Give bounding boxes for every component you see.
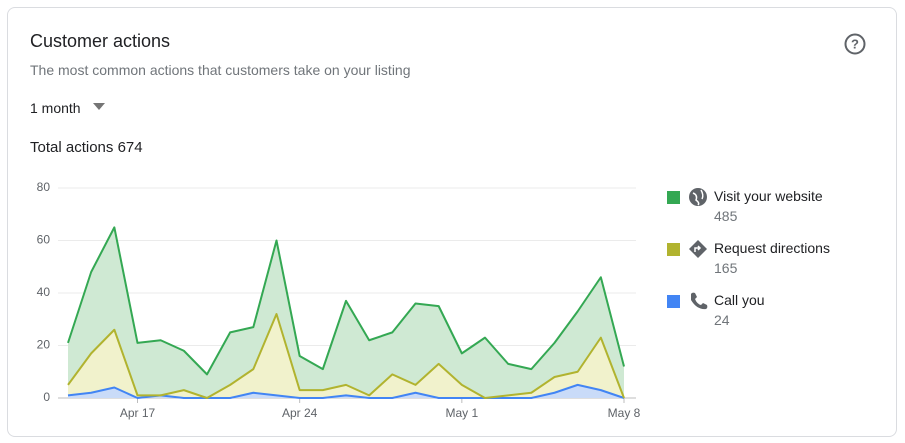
legend-total: 485: [714, 208, 738, 224]
card: [7, 7, 897, 437]
help-icon[interactable]: ?: [844, 33, 866, 55]
area: [68, 314, 624, 398]
line: [67, 313, 625, 399]
y-tick-label: 60: [37, 233, 51, 247]
x-tick-label: May 1: [445, 406, 478, 420]
svg-text:?: ?: [851, 36, 859, 51]
area: [68, 227, 624, 398]
legend-swatch: [667, 243, 680, 256]
legend-item: [667, 188, 707, 206]
line: [67, 226, 625, 376]
y-tick-label: 0: [43, 390, 50, 404]
y-tick-label: 80: [37, 180, 51, 194]
total-label: Total actions: [30, 139, 114, 156]
directions-arrow: [694, 245, 702, 252]
legend-total: 24: [714, 312, 730, 328]
legend-name: Visit your website: [714, 188, 823, 204]
legend-swatch: [667, 295, 680, 308]
title: Customer actions: [30, 31, 171, 51]
period: 1 month: [30, 100, 81, 116]
y-tick-label: 40: [37, 285, 51, 299]
x-tick-label: Apr 24: [282, 406, 318, 420]
phone-icon: [691, 292, 708, 310]
legend-name: Call you: [714, 292, 765, 308]
legend-total: 165: [714, 260, 738, 276]
legend-item: [667, 292, 708, 310]
x-tick-label: Apr 17: [120, 406, 156, 420]
x-tick-label: May 8: [608, 406, 641, 420]
period-dropdown[interactable]: 1 month: [30, 100, 81, 116]
total-value: 674: [117, 139, 143, 156]
legend-item: [667, 240, 707, 258]
legend-name: Request directions: [714, 240, 830, 256]
y-tick-label: 20: [37, 338, 51, 352]
total-line: Total actions 674: [30, 139, 143, 156]
subtitle: The most common actions that customers t…: [30, 62, 411, 78]
globe-detail: [692, 189, 704, 206]
legend-swatch: [667, 191, 680, 204]
dropdown-arrow: [93, 103, 105, 110]
